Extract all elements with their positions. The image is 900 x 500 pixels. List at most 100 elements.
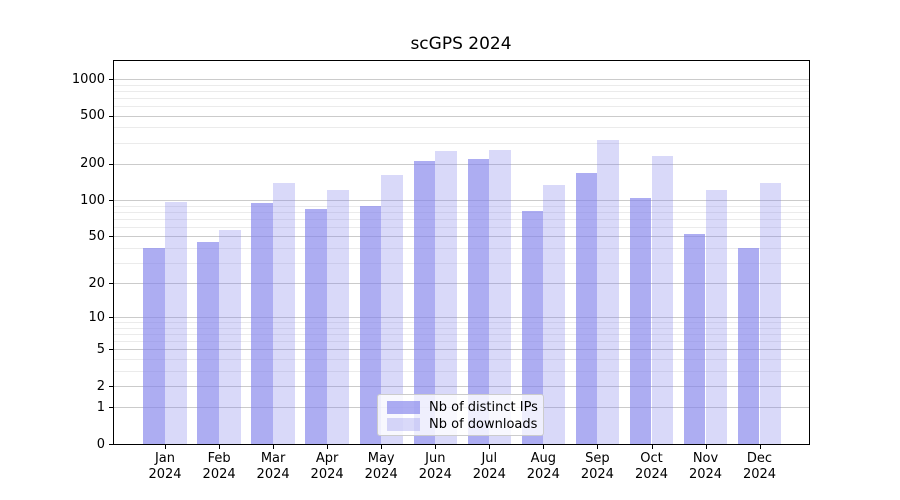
y-tick-label: 500 [80, 108, 105, 124]
x-tick-label: Oct 2024 [634, 451, 669, 482]
legend-item-distinct-ips: Nb of distinct IPs [387, 399, 538, 416]
x-tick-mark [489, 445, 491, 449]
x-tick-mark [219, 445, 221, 449]
y-minor-gridline [113, 226, 809, 228]
legend: Nb of distinct IPs Nb of downloads [377, 394, 544, 436]
y-major-gridline [113, 317, 809, 319]
bar-downloads [327, 189, 349, 444]
y-minor-gridline [113, 341, 809, 343]
legend-item-downloads: Nb of downloads [387, 416, 538, 433]
x-tick-mark [435, 445, 437, 449]
x-tick-mark [759, 445, 761, 449]
y-minor-gridline [113, 211, 809, 213]
bar-downloads [759, 183, 782, 444]
bar-downloads [435, 151, 457, 444]
right-spine [809, 60, 810, 445]
x-tick-label: Dec 2024 [742, 451, 777, 482]
y-minor-gridline [113, 205, 809, 207]
x-tick-label: Apr 2024 [310, 451, 344, 482]
legend-swatch-downloads [387, 418, 420, 431]
y-tick-label: 2 [96, 378, 105, 394]
y-minor-gridline [113, 262, 809, 264]
y-tick-label: 20 [88, 275, 105, 291]
y-major-gridline [113, 386, 809, 387]
bar-distinct-ips [629, 197, 652, 444]
y-minor-gridline [113, 106, 809, 107]
legend-label-distinct-ips: Nb of distinct IPs [429, 400, 538, 415]
y-minor-gridline [113, 334, 809, 336]
x-tick-label: Feb 2024 [202, 451, 236, 482]
y-tick-label: 100 [80, 192, 105, 208]
y-minor-gridline [113, 322, 809, 324]
bar-distinct-ips [143, 247, 165, 444]
top-spine [113, 60, 810, 61]
y-major-gridline [113, 163, 809, 165]
x-tick-label: Jul 2024 [472, 451, 506, 482]
x-tick-label: May 2024 [364, 451, 398, 482]
bar-distinct-ips [359, 205, 382, 444]
x-tick-mark [165, 445, 166, 449]
y-tick-mark [109, 236, 113, 238]
bar-distinct-ips [575, 173, 598, 444]
y-minor-gridline [113, 327, 809, 329]
y-tick-mark [109, 386, 113, 387]
y-tick-mark [109, 283, 113, 285]
y-minor-gridline [113, 84, 809, 86]
y-minor-gridline [113, 90, 809, 92]
legend-swatch-distinct-ips [387, 401, 420, 414]
y-major-gridline [113, 200, 809, 202]
bar-distinct-ips [737, 247, 760, 444]
y-tick-mark [109, 444, 113, 445]
y-tick-mark [109, 407, 113, 409]
left-spine [113, 60, 114, 445]
y-minor-gridline [113, 247, 809, 249]
bar-distinct-ips [197, 241, 220, 444]
bottom-spine [113, 444, 810, 445]
y-major-gridline [113, 236, 809, 238]
y-tick-label: 50 [88, 228, 105, 244]
legend-label-downloads: Nb of downloads [429, 417, 538, 432]
y-tick-label: 5 [96, 341, 105, 357]
y-major-gridline [113, 283, 809, 285]
bar-downloads [543, 184, 565, 444]
y-tick-mark [109, 349, 113, 351]
bar-distinct-ips [467, 159, 490, 444]
x-tick-mark [381, 445, 383, 449]
bar-distinct-ips [305, 208, 328, 444]
bar-downloads [273, 182, 295, 444]
bar-distinct-ips [521, 210, 544, 444]
y-tick-label: 10 [88, 309, 105, 325]
bar-downloads [705, 189, 728, 444]
x-tick-mark [543, 445, 545, 449]
bar-distinct-ips [683, 234, 706, 444]
x-tick-mark [273, 445, 275, 449]
chart-title: scGPS 2024 [410, 34, 512, 54]
y-minor-gridline [113, 359, 809, 360]
y-tick-mark [109, 115, 113, 117]
y-minor-gridline [113, 142, 809, 144]
y-tick-mark [109, 79, 113, 80]
x-tick-mark [705, 445, 707, 449]
y-major-gridline [113, 349, 809, 351]
bar-distinct-ips [413, 161, 436, 444]
y-minor-gridline [113, 370, 809, 372]
y-tick-label: 1000 [71, 71, 105, 87]
bar-downloads [219, 229, 241, 444]
y-tick-label: 200 [80, 156, 105, 172]
bar-downloads [597, 139, 620, 444]
y-minor-gridline [113, 127, 809, 129]
y-major-gridline [113, 79, 809, 80]
x-tick-mark [327, 445, 329, 449]
x-tick-label: Sep 2024 [580, 451, 614, 482]
bar-downloads [381, 174, 403, 444]
y-tick-mark [109, 200, 113, 202]
bar-distinct-ips [251, 203, 274, 444]
y-minor-gridline [113, 218, 809, 220]
y-tick-label: 1 [96, 399, 105, 415]
x-tick-label: Jun 2024 [418, 451, 452, 482]
x-tick-label: Jan 2024 [148, 451, 182, 482]
